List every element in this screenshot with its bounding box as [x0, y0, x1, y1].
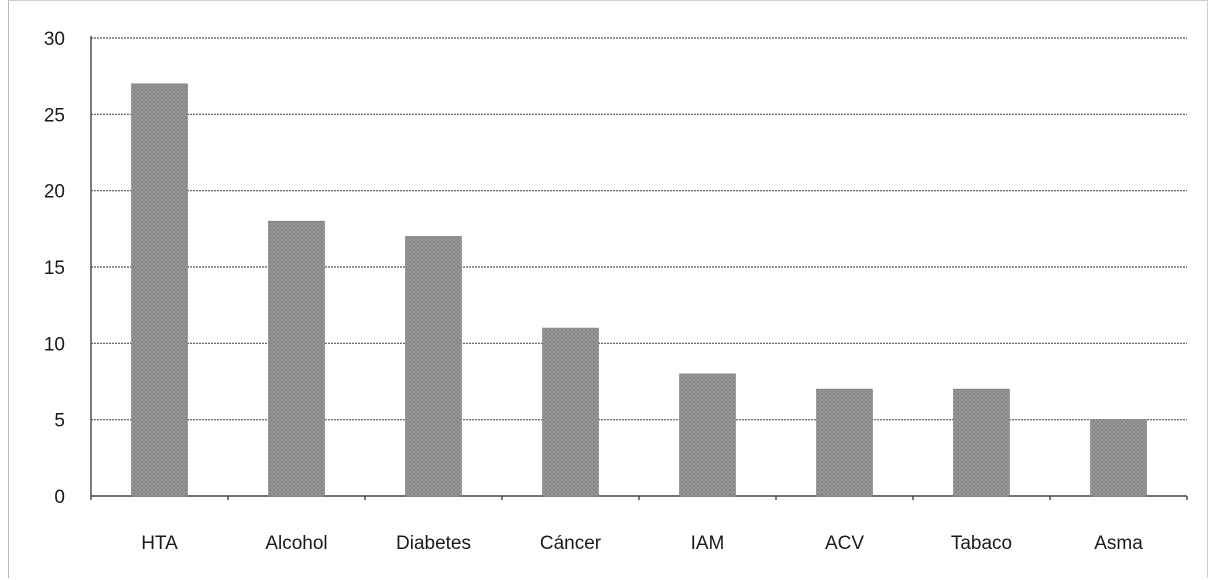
y-tick-label-10: 10: [44, 334, 65, 355]
bar-chart: 0 5 10 15 20 25 30 HTA Alcohol Diabetes Cáncer IAM…: [8, 0, 1208, 578]
bar-tabaco: [953, 388, 1010, 497]
y-tick-label-5: 5: [54, 411, 65, 432]
x-category-label: Tabaco: [951, 533, 1012, 554]
chart-canvas: 0 5 10 15 20 25 30 HTA Alcohol Diabetes Cáncer IAM…: [44, 29, 1188, 554]
bars: [131, 83, 1147, 497]
bar-iam: [679, 373, 736, 497]
bar-acv: [816, 388, 873, 497]
y-tick-label-20: 20: [44, 182, 65, 203]
x-category-label: Alcohol: [265, 533, 327, 554]
x-category-label: Asma: [1094, 533, 1143, 554]
x-category-label: HTA: [141, 533, 178, 554]
x-category-labels: HTA Alcohol Diabetes Cáncer IAM ACV Tabaco Asma: [141, 533, 1143, 554]
bar-asma: [1090, 419, 1147, 497]
y-tick-label-25: 25: [44, 105, 65, 126]
x-category-label: Diabetes: [396, 533, 471, 554]
gridlines: [91, 37, 1187, 421]
bar-cáncer: [542, 327, 599, 497]
x-category-label: ACV: [825, 533, 864, 554]
x-category-label: Cáncer: [540, 533, 602, 554]
x-category-label: IAM: [691, 533, 725, 554]
y-tick-labels: 0 5 10 15 20 25 30: [44, 29, 65, 508]
y-tick-label-15: 15: [44, 258, 65, 279]
y-tick-label-0: 0: [54, 487, 65, 508]
bar-alcohol: [268, 220, 325, 497]
y-tick-label-30: 30: [44, 29, 65, 50]
bar-diabetes: [405, 236, 462, 497]
bar-hta: [131, 83, 188, 497]
axes: [90, 36, 1188, 500]
